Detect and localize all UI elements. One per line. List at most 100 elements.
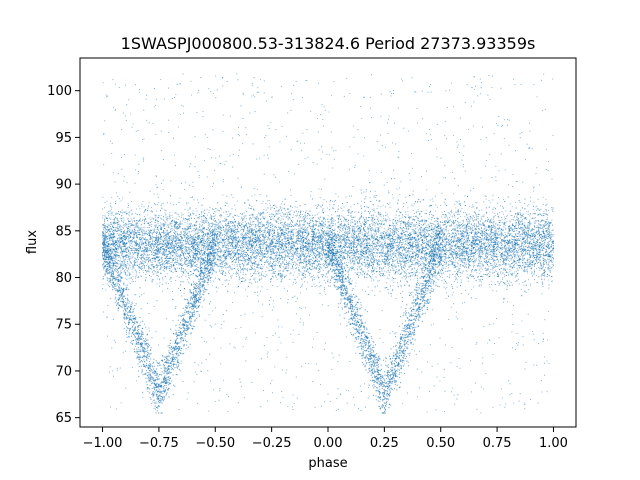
data-point xyxy=(411,204,413,206)
data-point xyxy=(156,235,158,237)
data-point xyxy=(132,241,134,243)
data-point xyxy=(103,207,106,209)
data-point xyxy=(402,243,404,246)
data-point xyxy=(365,230,367,232)
data-point xyxy=(275,210,277,212)
data-point xyxy=(424,254,426,256)
data-point xyxy=(221,225,224,227)
data-point xyxy=(386,263,388,265)
data-point xyxy=(457,224,460,226)
data-point xyxy=(457,276,460,278)
data-point xyxy=(447,230,449,232)
data-point xyxy=(109,227,111,229)
data-point xyxy=(167,253,170,255)
data-point xyxy=(489,242,491,244)
data-point xyxy=(293,262,295,264)
data-point xyxy=(463,234,465,236)
data-point xyxy=(257,286,259,288)
data-point xyxy=(528,228,531,230)
data-point xyxy=(382,204,384,206)
data-point xyxy=(456,248,458,250)
data-point xyxy=(485,250,487,253)
data-point xyxy=(181,212,183,214)
data-point xyxy=(534,279,536,281)
data-point xyxy=(212,223,214,225)
data-point xyxy=(551,251,553,253)
data-point xyxy=(174,271,176,273)
data-point xyxy=(224,217,226,219)
data-point xyxy=(123,219,125,221)
data-point xyxy=(252,229,255,232)
data-point xyxy=(442,251,444,253)
data-point xyxy=(241,248,243,250)
data-point xyxy=(417,239,419,241)
data-point xyxy=(507,283,509,285)
data-point xyxy=(239,229,241,231)
data-point xyxy=(335,288,338,291)
data-point xyxy=(240,236,242,238)
data-point xyxy=(410,265,412,268)
data-point xyxy=(510,203,512,205)
data-point xyxy=(433,283,435,285)
data-point xyxy=(419,257,421,259)
data-point xyxy=(224,229,227,231)
data-point xyxy=(428,205,431,207)
data-point xyxy=(528,219,530,221)
data-point xyxy=(206,235,208,237)
data-point xyxy=(511,214,513,217)
data-point xyxy=(150,207,152,209)
data-point xyxy=(536,225,538,227)
data-point xyxy=(277,238,279,240)
data-point xyxy=(494,265,496,267)
data-point xyxy=(458,249,461,251)
data-point xyxy=(521,258,523,260)
data-point xyxy=(374,196,376,198)
data-point xyxy=(480,284,483,286)
data-point xyxy=(434,229,436,231)
data-point xyxy=(217,231,219,233)
data-point xyxy=(230,249,232,251)
data-point xyxy=(396,234,398,236)
data-point xyxy=(375,244,377,246)
data-point xyxy=(395,237,397,239)
data-point xyxy=(314,253,316,255)
data-point xyxy=(134,277,137,279)
data-point xyxy=(411,263,414,265)
data-point xyxy=(143,253,145,256)
data-point xyxy=(174,240,176,242)
data-point xyxy=(451,222,453,224)
data-point xyxy=(464,216,466,218)
data-point xyxy=(331,200,334,202)
data-point xyxy=(357,230,359,232)
data-point xyxy=(128,253,130,255)
data-point xyxy=(464,290,466,292)
data-point xyxy=(422,253,424,255)
data-point xyxy=(141,203,143,205)
data-point xyxy=(254,277,256,279)
data-point xyxy=(473,223,475,225)
data-point xyxy=(315,257,317,259)
data-point xyxy=(377,205,379,207)
data-point xyxy=(551,247,554,250)
data-point xyxy=(281,215,283,218)
data-point xyxy=(502,243,504,245)
data-point xyxy=(365,218,367,220)
data-point xyxy=(253,268,255,270)
data-point xyxy=(277,228,279,231)
data-point xyxy=(524,222,526,224)
data-point xyxy=(318,265,320,268)
data-point xyxy=(439,268,441,270)
data-point xyxy=(151,240,153,242)
data-point xyxy=(313,274,315,277)
data-point xyxy=(523,284,525,286)
data-point xyxy=(322,250,324,252)
data-point xyxy=(202,198,205,200)
data-point xyxy=(304,265,306,267)
data-point xyxy=(257,248,259,250)
data-point xyxy=(511,249,513,251)
data-point xyxy=(121,263,123,265)
data-point xyxy=(370,252,372,254)
data-point xyxy=(507,272,509,274)
data-point xyxy=(446,216,448,218)
data-point xyxy=(518,194,521,196)
